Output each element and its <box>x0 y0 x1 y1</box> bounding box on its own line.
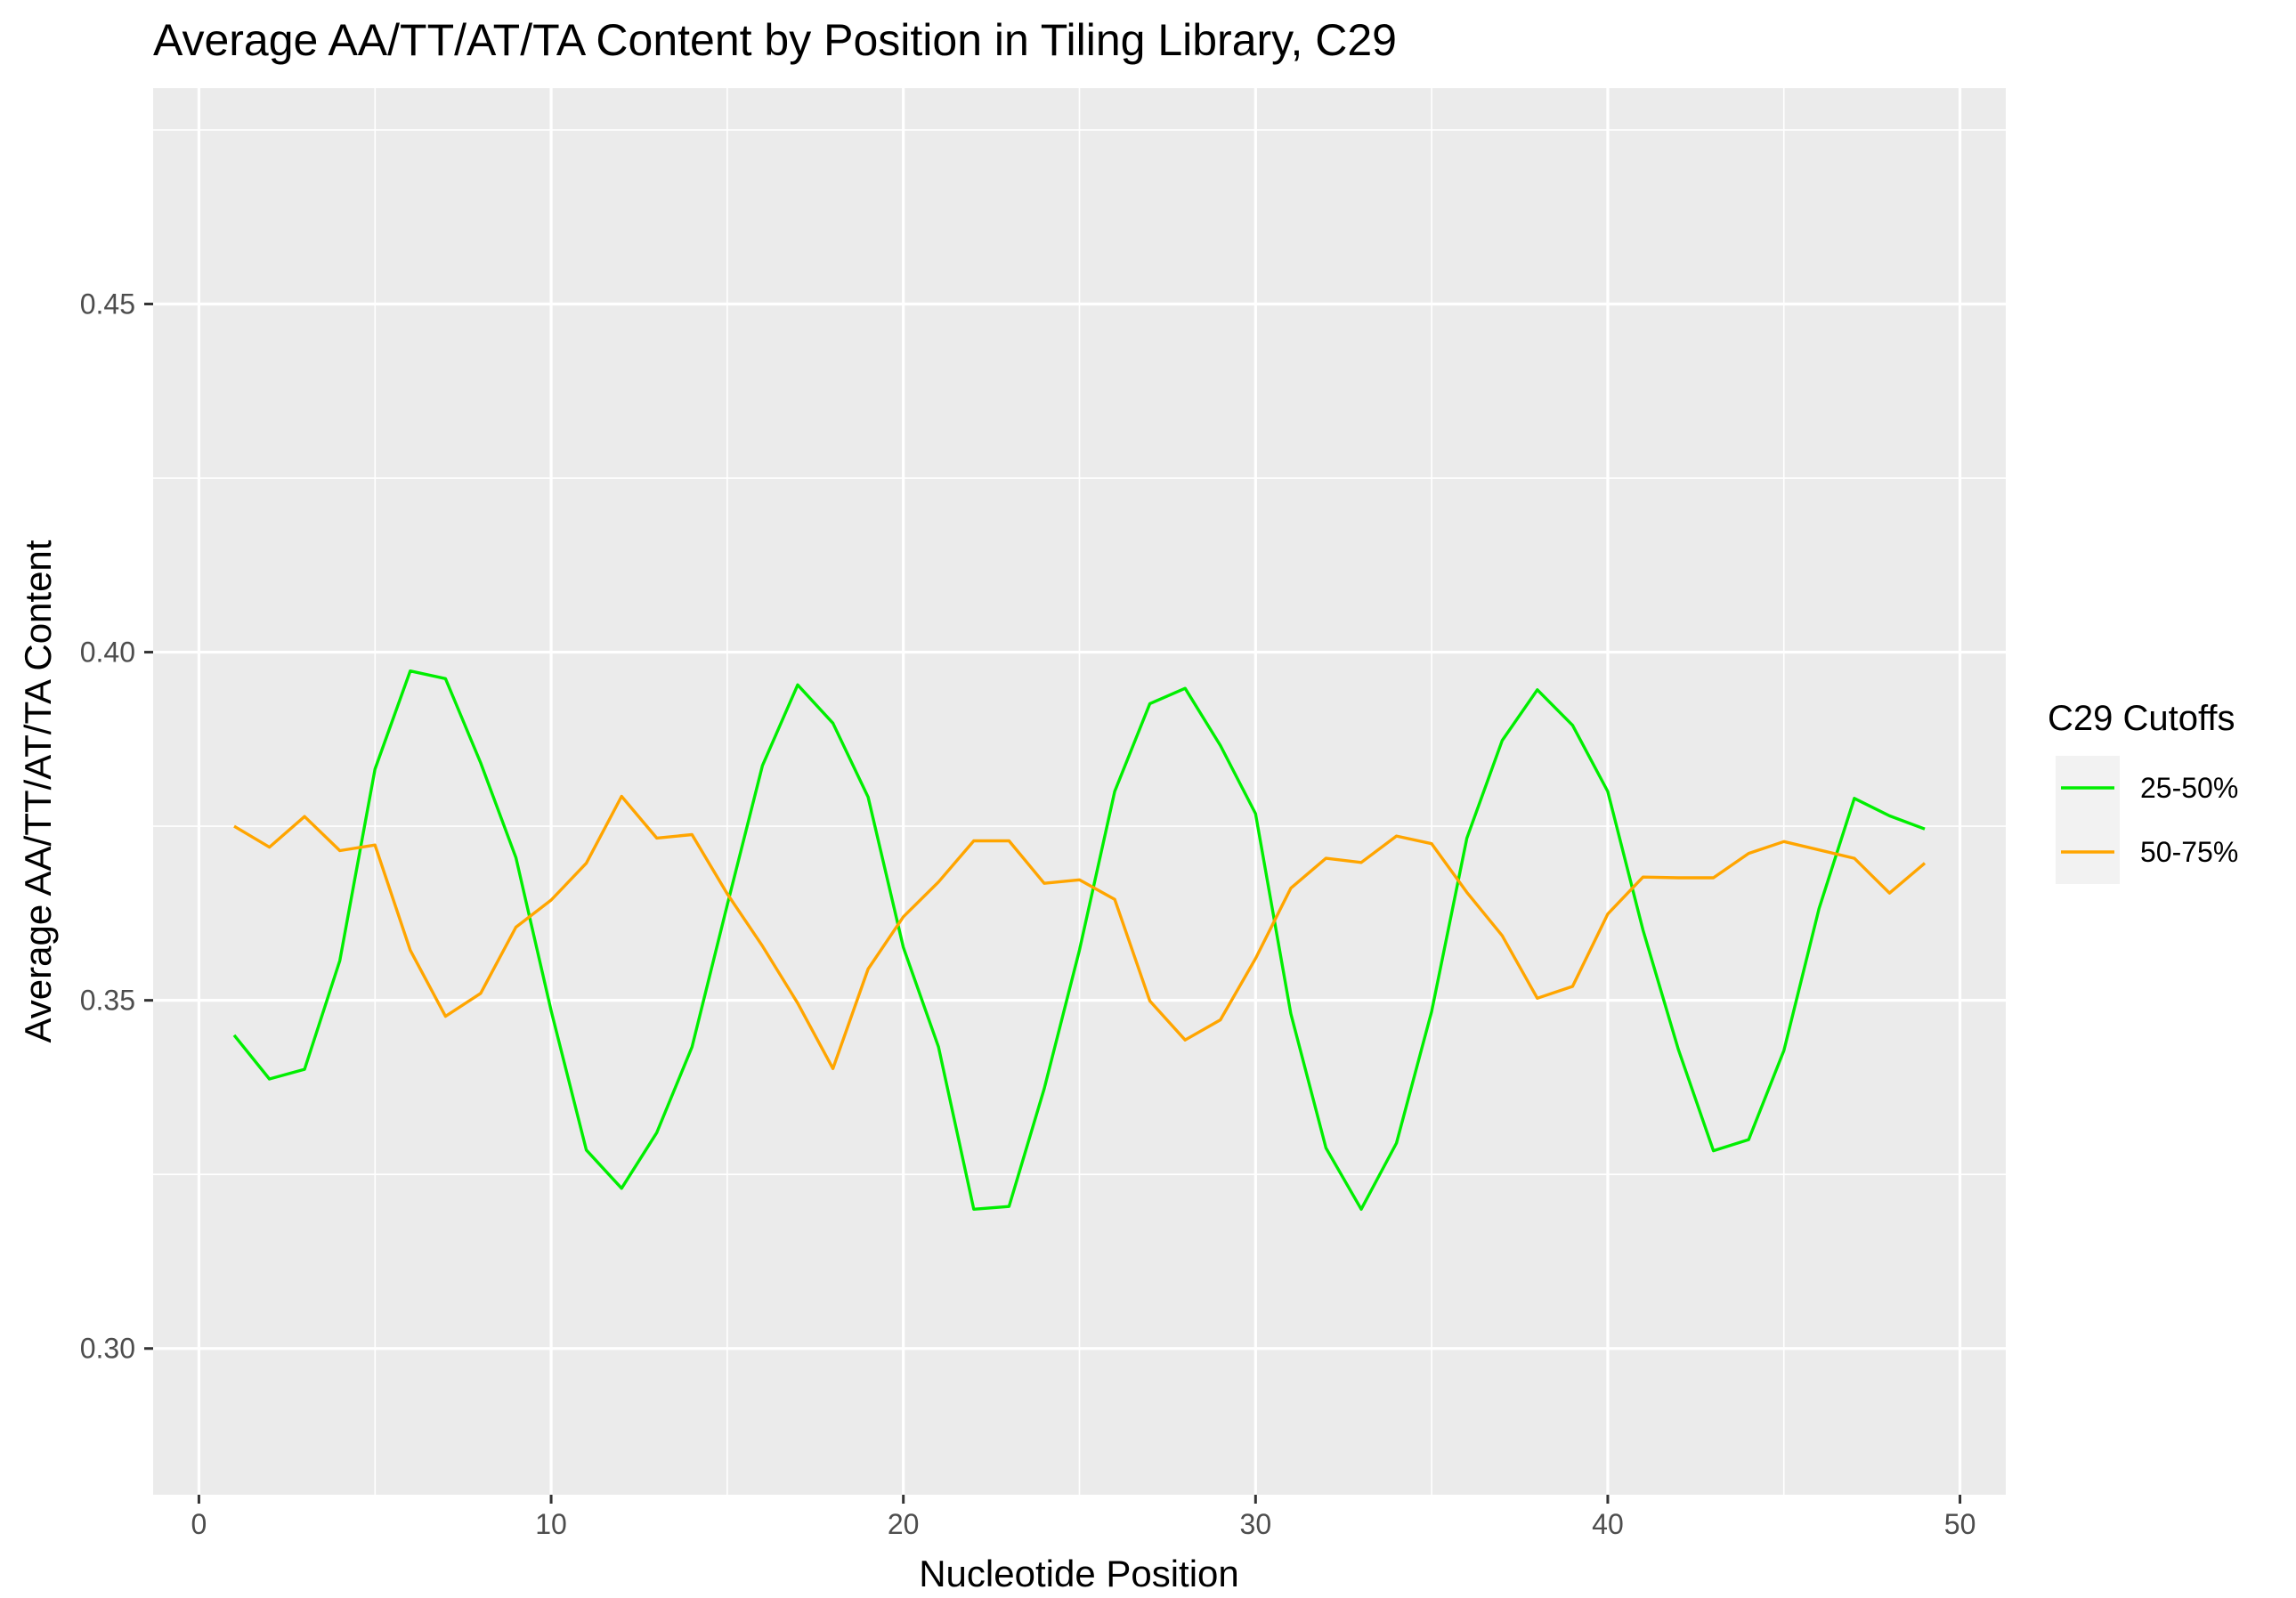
legend: C29 Cutoffs 25-50% 50-75% <box>2048 699 2238 884</box>
x-tick-label: 10 <box>535 1508 567 1540</box>
x-axis-title: Nucleotide Position <box>919 1553 1239 1594</box>
legend-key-background <box>2056 756 2120 884</box>
y-axis-title: Average AA/TT/AT/TA Content <box>17 539 59 1042</box>
series-line-50-75% <box>233 794 1927 1071</box>
minor-gridlines <box>153 88 2006 1495</box>
x-axis: 0 10 20 30 40 50 <box>191 1495 1976 1540</box>
legend-label: 25-50% <box>2140 772 2238 804</box>
y-tick-label: 0.45 <box>80 288 135 320</box>
y-axis: 0.30 0.35 0.40 0.45 <box>80 288 153 1365</box>
series-line-25-50% <box>232 669 1926 1212</box>
y-tick-label: 0.40 <box>80 637 135 669</box>
chart-title: Average AA/TT/AT/TA Content by Position … <box>153 15 1397 65</box>
series-lines <box>232 669 1927 1212</box>
x-tick-label: 50 <box>1944 1508 1976 1540</box>
y-tick-label: 0.35 <box>80 985 135 1017</box>
legend-label: 50-75% <box>2140 836 2238 868</box>
x-tick-label: 0 <box>191 1508 207 1540</box>
x-tick-label: 40 <box>1592 1508 1624 1540</box>
x-tick-label: 30 <box>1240 1508 1272 1540</box>
y-tick-label: 0.30 <box>80 1333 135 1365</box>
x-tick-label: 20 <box>888 1508 920 1540</box>
legend-title: C29 Cutoffs <box>2048 699 2235 738</box>
